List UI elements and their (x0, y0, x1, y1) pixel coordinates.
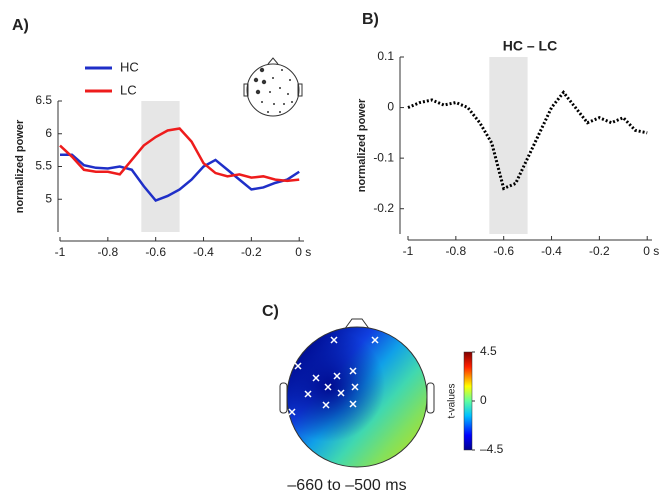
legend-label: HC (120, 59, 139, 74)
y-axis-label: normalized power (356, 98, 368, 192)
x-tick-label: -0.8 (445, 244, 466, 258)
y-tick-label: 0.1 (377, 49, 394, 63)
y-axis-label: normalized power (14, 119, 26, 213)
x-tick-label: 0 s (643, 244, 659, 258)
data-line (407, 89, 648, 191)
x-tick-label: -1 (403, 244, 414, 258)
colorbar-label: t-values (447, 383, 458, 418)
y-tick-label: -0.2 (373, 201, 394, 215)
colorbar-tick-label: –4.5 (480, 442, 504, 456)
x-tick-label: -0.4 (193, 245, 214, 259)
data-line (59, 127, 300, 183)
highlight-window (141, 101, 180, 232)
highlight-window (489, 57, 528, 234)
panel-label: C) (262, 303, 279, 320)
x-tick-label: -0.6 (145, 245, 166, 259)
x-tick-label: -0.4 (541, 244, 562, 258)
colorbar-tick-label: 0 (480, 393, 487, 407)
panel-label: B) (362, 11, 379, 28)
x-tick-label: -0.8 (97, 245, 118, 259)
chart-title: HC – LC (503, 38, 557, 54)
topoplot (279, 318, 473, 468)
panel-label: A) (12, 17, 29, 34)
y-tick-label: 5 (45, 191, 52, 205)
colorbar-tick-label: 4.5 (480, 344, 497, 358)
y-tick-label: 6.5 (35, 93, 52, 107)
x-tick-label: -0.2 (589, 244, 610, 258)
legend-label: LC (120, 82, 137, 97)
caption: –660 to –500 ms (287, 477, 406, 494)
sensor-inset (243, 57, 303, 117)
x-tick-label: -1 (55, 245, 66, 259)
data-line (60, 153, 300, 203)
x-tick-label: -0.6 (493, 244, 514, 258)
y-tick-label: 5.5 (35, 159, 52, 173)
y-tick-label: 6 (45, 126, 52, 140)
x-tick-label: 0 s (295, 245, 311, 259)
x-tick-label: -0.2 (241, 245, 262, 259)
y-tick-label: -0.1 (373, 150, 394, 164)
y-tick-label: 0 (387, 100, 394, 114)
